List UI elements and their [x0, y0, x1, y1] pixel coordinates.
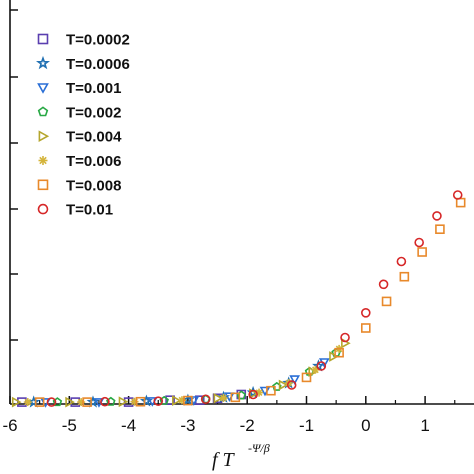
legend-label: T=0.002 [66, 104, 121, 121]
data-point [340, 332, 350, 343]
data-point [100, 396, 110, 407]
data-point [118, 396, 129, 408]
legend-label: T=0.008 [66, 177, 121, 194]
data-point [219, 393, 228, 402]
data-point [153, 396, 164, 406]
data-point [455, 197, 466, 208]
legend-marker [37, 33, 49, 45]
data-point [23, 398, 32, 407]
data-points [11, 190, 466, 408]
x-tick-label: -4 [121, 416, 136, 435]
data-point [230, 392, 241, 403]
data-point [11, 396, 22, 408]
data-point [417, 247, 427, 257]
x-tick-label: 0 [361, 416, 370, 435]
legend-marker [38, 130, 50, 143]
legend-label: T=0.0002 [66, 32, 130, 49]
data-point [177, 396, 186, 405]
y-axis-ticks [10, 9, 18, 341]
data-point [435, 224, 445, 234]
data-point [200, 394, 211, 405]
legend-marker [37, 83, 49, 94]
data-point [360, 323, 371, 333]
x-tick-label: -2 [240, 416, 255, 435]
data-point [34, 397, 45, 407]
x-tick-label: 1 [420, 416, 429, 435]
data-point [248, 389, 258, 400]
data-point [278, 379, 289, 391]
x-tick-label: -5 [62, 416, 77, 435]
x-axis-ticks [9, 396, 456, 404]
data-point [266, 385, 276, 396]
data-point [316, 361, 327, 371]
data-point [378, 279, 389, 290]
plot-frame [9, 0, 474, 405]
data-point [52, 397, 63, 407]
data-point [77, 398, 86, 407]
legend-label: T=0.001 [66, 80, 121, 97]
legend-marker [37, 179, 49, 191]
data-point [82, 397, 92, 407]
legend-label: T=0.006 [66, 153, 121, 170]
data-point [334, 347, 344, 358]
data-point [65, 396, 75, 408]
series-4 [11, 337, 351, 408]
x-axis-tick-labels: -6 -5 -4 -3 -2 -1 0 1 [2, 416, 429, 435]
series-7 [46, 190, 463, 407]
data-point [213, 392, 224, 404]
legend-label: T=0.01 [66, 202, 113, 219]
data-point [399, 271, 410, 282]
data-point [396, 256, 407, 267]
x-axis-title-base: f T [212, 449, 236, 471]
series-6 [34, 197, 466, 407]
data-point [106, 396, 116, 406]
legend-marker [37, 106, 49, 117]
data-point [452, 190, 463, 200]
x-tick-label: -6 [2, 416, 17, 435]
data-point [165, 395, 175, 406]
legend-marker [35, 55, 51, 70]
legend-label: T=0.004 [66, 129, 122, 146]
data-point [259, 386, 271, 397]
legend-marker [37, 203, 49, 215]
data-point [183, 395, 193, 406]
legend: T=0.0002 T=0.0006 T=0.001 T=0.002 T=0.004 T=0… [35, 32, 130, 219]
data-point [360, 307, 371, 318]
data-point [286, 380, 297, 390]
x-axis-title-exponent: -Ψ/β [248, 441, 270, 455]
data-point [27, 395, 41, 408]
data-point [432, 211, 442, 221]
data-point [301, 372, 312, 383]
data-point [224, 392, 235, 403]
legend-label: T=0.0006 [66, 56, 130, 73]
data-point [46, 397, 57, 407]
data-point [381, 296, 392, 307]
data-point [289, 375, 300, 385]
data-point [329, 351, 339, 362]
x-tick-label: -3 [180, 416, 195, 435]
legend-marker [38, 156, 48, 165]
data-point [172, 395, 182, 406]
x-axis-title: f T -Ψ/β [212, 441, 270, 471]
data-point [130, 397, 139, 406]
data-point [135, 396, 146, 407]
data-point [414, 237, 424, 248]
x-tick-label: -1 [299, 416, 314, 435]
